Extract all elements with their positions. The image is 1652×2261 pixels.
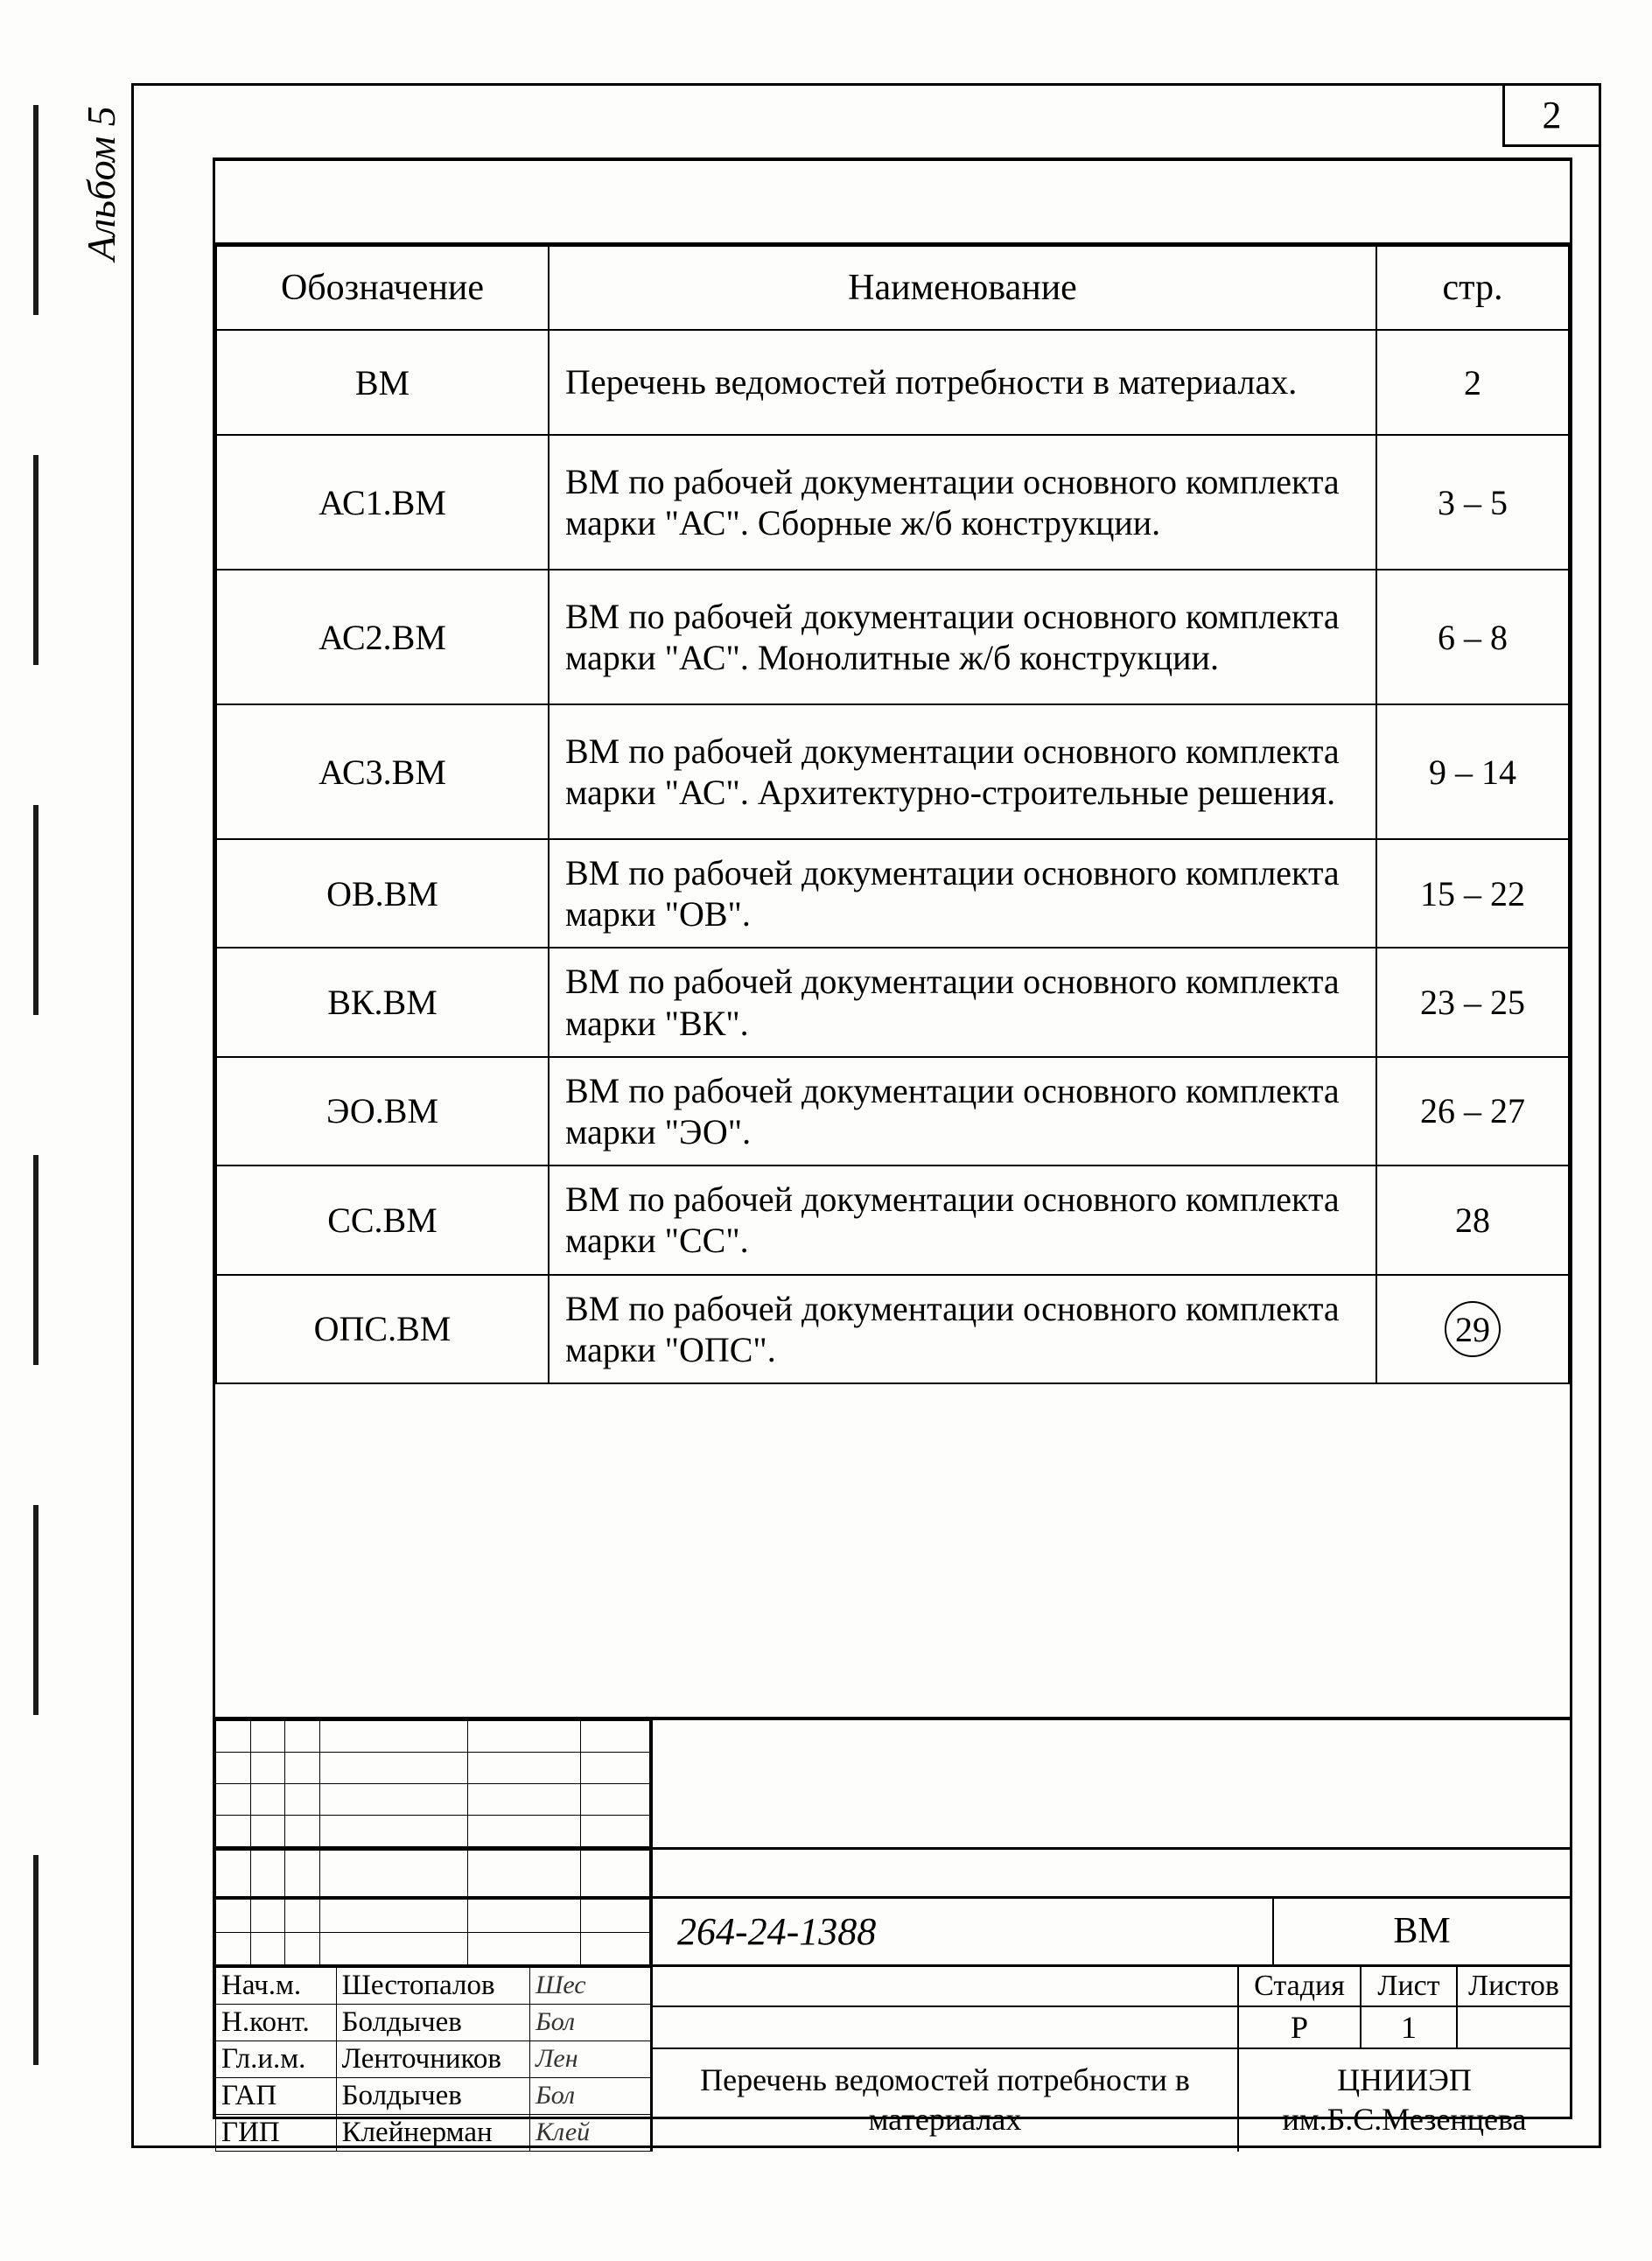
signer-name: Болдычев xyxy=(336,2077,530,2114)
cell-designation: СС.ВМ xyxy=(216,1166,549,1274)
revision-grid-left xyxy=(215,1720,653,1847)
cell-name: ВМ по рабочей документации основного ком… xyxy=(549,704,1376,839)
cell-name: ВМ по рабочей документации основного ком… xyxy=(549,1275,1376,1383)
signer-role: Гл.и.м. xyxy=(216,2040,337,2077)
cell-designation: ОВ.ВМ xyxy=(216,839,549,948)
signer-signature: Клей xyxy=(530,2114,652,2151)
table-header-row: Обозначение Наименование стр. xyxy=(216,246,1569,330)
signature-row: Гл.и.м.ЛенточниковЛен xyxy=(216,2040,652,2077)
cell-page: 9 – 14 xyxy=(1376,704,1569,839)
doc-code: ВМ xyxy=(1272,1899,1570,1964)
cell-name: ВМ по рабочей документации основного ком… xyxy=(549,948,1376,1056)
doc-number-row: 264-24-1388 ВМ xyxy=(215,1899,1570,1967)
doc-title: Перечень ведомостей потребности в матери… xyxy=(653,2049,1237,2152)
col-header-page: стр. xyxy=(1376,246,1569,330)
table-row: СС.ВМВМ по рабочей документации основног… xyxy=(216,1166,1569,1274)
cell-designation: ОПС.ВМ xyxy=(216,1275,549,1383)
cell-designation: ЭО.ВМ xyxy=(216,1057,549,1166)
signer-signature: Лен xyxy=(530,2040,652,2077)
value-listov xyxy=(1456,2007,1570,2048)
title-block: 264-24-1388 ВМ Нач.м.ШестопаловШесН.конт… xyxy=(215,1717,1570,2152)
doc-title-upper xyxy=(653,2007,1237,2048)
cell-page: 26 – 27 xyxy=(1376,1057,1569,1166)
page-number: 2 xyxy=(1502,86,1599,147)
title-block-upper xyxy=(215,1720,1570,1850)
signer-role: ГАП xyxy=(216,2077,337,2114)
cell-page: 15 – 22 xyxy=(1376,839,1569,948)
cell-page: 6 – 8 xyxy=(1376,570,1569,704)
cell-page: 28 xyxy=(1376,1166,1569,1274)
value-stadia: Р xyxy=(1237,2007,1360,2048)
cell-designation: ВМ xyxy=(216,330,549,435)
table-row: АС1.ВМВМ по рабочей документации основно… xyxy=(216,435,1569,570)
cell-page: 2 xyxy=(1376,330,1569,435)
table-row: АС2.ВМВМ по рабочей документации основно… xyxy=(216,570,1569,704)
signer-name: Клейнерман xyxy=(336,2114,530,2151)
signer-signature: Шес xyxy=(530,1967,652,2004)
signer-name: Болдычев xyxy=(336,2004,530,2040)
cell-name: Перечень ведомостей потребности в матери… xyxy=(549,330,1376,435)
cell-page: 23 – 25 xyxy=(1376,948,1569,1056)
signer-role: Нач.м. xyxy=(216,1967,337,2004)
cell-name: ВМ по рабочей документации основного ком… xyxy=(549,435,1376,570)
label-list: Лист xyxy=(1360,1967,1456,2006)
signature-row: Н.конт.БолдычевБол xyxy=(216,2004,652,2040)
table-row: ВМПеречень ведомостей потребности в мате… xyxy=(216,330,1569,435)
contents-table: Обозначение Наименование стр. ВМПеречень… xyxy=(215,245,1570,1384)
cell-name: ВМ по рабочей документации основного ком… xyxy=(549,839,1376,948)
table-row: ОВ.ВМВМ по рабочей документации основног… xyxy=(216,839,1569,948)
value-list: 1 xyxy=(1360,2007,1456,2048)
cell-name: ВМ по рабочей документации основного ком… xyxy=(549,570,1376,704)
organization: ЦНИИЭПим.Б.С.Мезенцева xyxy=(1237,2049,1570,2152)
cell-designation: АС2.ВМ xyxy=(216,570,549,704)
inner-frame: Обозначение Наименование стр. ВМПеречень… xyxy=(213,158,1572,2119)
table-row: АС3.ВМВМ по рабочей документации основно… xyxy=(216,704,1569,839)
cell-page: 3 – 5 xyxy=(1376,435,1569,570)
title-block-lower: Нач.м.ШестопаловШесН.конт.БолдычевБолГл.… xyxy=(215,1967,1570,2152)
table-row: ВК.ВМВМ по рабочей документации основног… xyxy=(216,948,1569,1056)
col-header-designation: Обозначение xyxy=(216,246,549,330)
col-header-name: Наименование xyxy=(549,246,1376,330)
cell-name: ВМ по рабочей документации основного ком… xyxy=(549,1057,1376,1166)
label-stadia: Стадия xyxy=(1237,1967,1360,2006)
cell-designation: АС3.ВМ xyxy=(216,704,549,839)
album-label: Альбом 5 xyxy=(78,106,124,261)
header-strip xyxy=(215,161,1570,245)
cell-page: 29 xyxy=(1376,1275,1569,1383)
cell-name: ВМ по рабочей документации основного ком… xyxy=(549,1166,1376,1274)
doc-number: 264-24-1388 xyxy=(653,1899,1272,1964)
label-listov: Листов xyxy=(1456,1967,1570,2006)
signature-row: ГИПКлейнерманКлей xyxy=(216,2114,652,2151)
outer-frame: 2 Альбом 5 Обозначение Наименование стр.… xyxy=(131,83,1601,2148)
signer-name: Ленточников xyxy=(336,2040,530,2077)
signer-name: Шестопалов xyxy=(336,1967,530,2004)
signer-signature: Бол xyxy=(530,2004,652,2040)
signer-role: Н.конт. xyxy=(216,2004,337,2040)
table-row: ЭО.ВМВМ по рабочей документации основног… xyxy=(216,1057,1569,1166)
empty-space xyxy=(215,1384,1570,1717)
signature-row: Нач.м.ШестопаловШес xyxy=(216,1967,652,2004)
signer-role: ГИП xyxy=(216,2114,337,2151)
binding-marks xyxy=(32,0,44,2261)
cell-designation: ВК.ВМ xyxy=(216,948,549,1056)
page: 2 Альбом 5 Обозначение Наименование стр.… xyxy=(0,0,1652,2261)
title-block-divider xyxy=(215,1850,1570,1899)
signatures-table: Нач.м.ШестопаловШесН.конт.БолдычевБолГл.… xyxy=(215,1967,653,2152)
signer-signature: Бол xyxy=(530,2077,652,2114)
table-row: ОПС.ВМВМ по рабочей документации основно… xyxy=(216,1275,1569,1383)
title-block-upper-right xyxy=(653,1720,1570,1847)
signature-row: ГАПБолдычевБол xyxy=(216,2077,652,2114)
cell-designation: АС1.ВМ xyxy=(216,435,549,570)
